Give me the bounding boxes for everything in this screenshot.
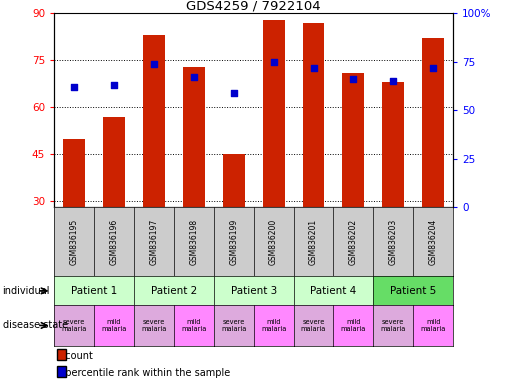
Text: GSM836202: GSM836202 <box>349 219 358 265</box>
Text: GSM836195: GSM836195 <box>70 219 78 265</box>
Text: GSM836197: GSM836197 <box>149 219 158 265</box>
Text: GSM836201: GSM836201 <box>309 219 318 265</box>
Text: mild
malaria: mild malaria <box>101 319 127 332</box>
Text: disease state: disease state <box>3 320 67 331</box>
Text: individual: individual <box>3 286 50 296</box>
Text: GSM836198: GSM836198 <box>190 219 198 265</box>
Bar <box>183 66 205 207</box>
Point <box>429 65 437 71</box>
Bar <box>222 154 245 207</box>
Bar <box>422 38 444 207</box>
Bar <box>382 82 404 207</box>
Text: GSM836196: GSM836196 <box>110 219 118 265</box>
Text: severe
malaria: severe malaria <box>381 319 406 332</box>
Point <box>310 65 318 71</box>
Bar <box>63 139 85 207</box>
Point <box>349 76 357 83</box>
Text: count: count <box>59 351 93 361</box>
Bar <box>143 35 165 207</box>
Text: severe
malaria: severe malaria <box>221 319 246 332</box>
Text: GSM836204: GSM836204 <box>429 219 438 265</box>
Point <box>190 74 198 81</box>
Text: percentile rank within the sample: percentile rank within the sample <box>59 368 231 378</box>
Text: severe
malaria: severe malaria <box>301 319 326 332</box>
Bar <box>103 117 125 207</box>
Text: severe
malaria: severe malaria <box>141 319 166 332</box>
Text: GSM836199: GSM836199 <box>229 219 238 265</box>
Bar <box>342 73 365 207</box>
Text: mild
malaria: mild malaria <box>261 319 286 332</box>
Bar <box>302 23 324 207</box>
Point <box>70 84 78 90</box>
Point <box>110 82 118 88</box>
Text: mild
malaria: mild malaria <box>341 319 366 332</box>
Point <box>230 90 238 96</box>
Text: mild
malaria: mild malaria <box>421 319 446 332</box>
Text: Patient 2: Patient 2 <box>151 286 197 296</box>
Text: severe
malaria: severe malaria <box>61 319 87 332</box>
Text: Patient 4: Patient 4 <box>311 286 356 296</box>
Title: GDS4259 / 7922104: GDS4259 / 7922104 <box>186 0 321 12</box>
Text: Patient 1: Patient 1 <box>71 286 117 296</box>
Point <box>389 78 398 84</box>
Point <box>269 59 278 65</box>
Bar <box>263 20 285 207</box>
Text: Patient 5: Patient 5 <box>390 286 436 296</box>
Point <box>150 61 158 67</box>
Text: GSM836200: GSM836200 <box>269 219 278 265</box>
Text: mild
malaria: mild malaria <box>181 319 207 332</box>
Text: GSM836203: GSM836203 <box>389 219 398 265</box>
Text: Patient 3: Patient 3 <box>231 286 277 296</box>
